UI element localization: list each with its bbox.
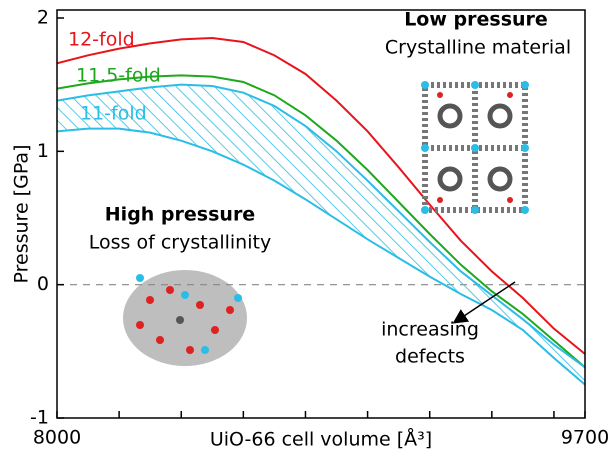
band-area: [57, 84, 585, 385]
annotation: High pressure: [105, 204, 255, 226]
annotation: increasing: [381, 319, 479, 341]
series-label: 12-fold: [68, 29, 135, 51]
line: [57, 36, 585, 355]
annotation: defects: [395, 346, 465, 368]
band-upper-line: [57, 83, 585, 369]
y-tick-label: 1: [37, 140, 49, 162]
x-axis-label: UiO-66 cell volume [Å³]: [210, 428, 432, 451]
defects-arrow: [452, 281, 516, 324]
y-tick-label: 0: [37, 273, 49, 295]
y-axis-label: Pressure [GPa]: [11, 145, 33, 284]
series-label: 11.5-fold: [76, 65, 161, 87]
crystal-illustration: [421, 81, 529, 214]
annotation: Crystalline material: [385, 37, 571, 59]
y-tick-label: 2: [37, 7, 49, 29]
line: [57, 74, 585, 369]
amorphous-illustration: [123, 270, 247, 366]
series-label: 11-fold: [80, 103, 147, 125]
y-tick-label: -1: [30, 407, 49, 429]
plot-frame: [56, 9, 586, 419]
x-tick-label: 9700: [561, 427, 609, 449]
x-tick-label: 8000: [33, 427, 81, 449]
band-lower-line: [57, 127, 585, 386]
annotation: Loss of crystallinity: [89, 232, 271, 254]
annotation: Low pressure: [404, 9, 548, 31]
